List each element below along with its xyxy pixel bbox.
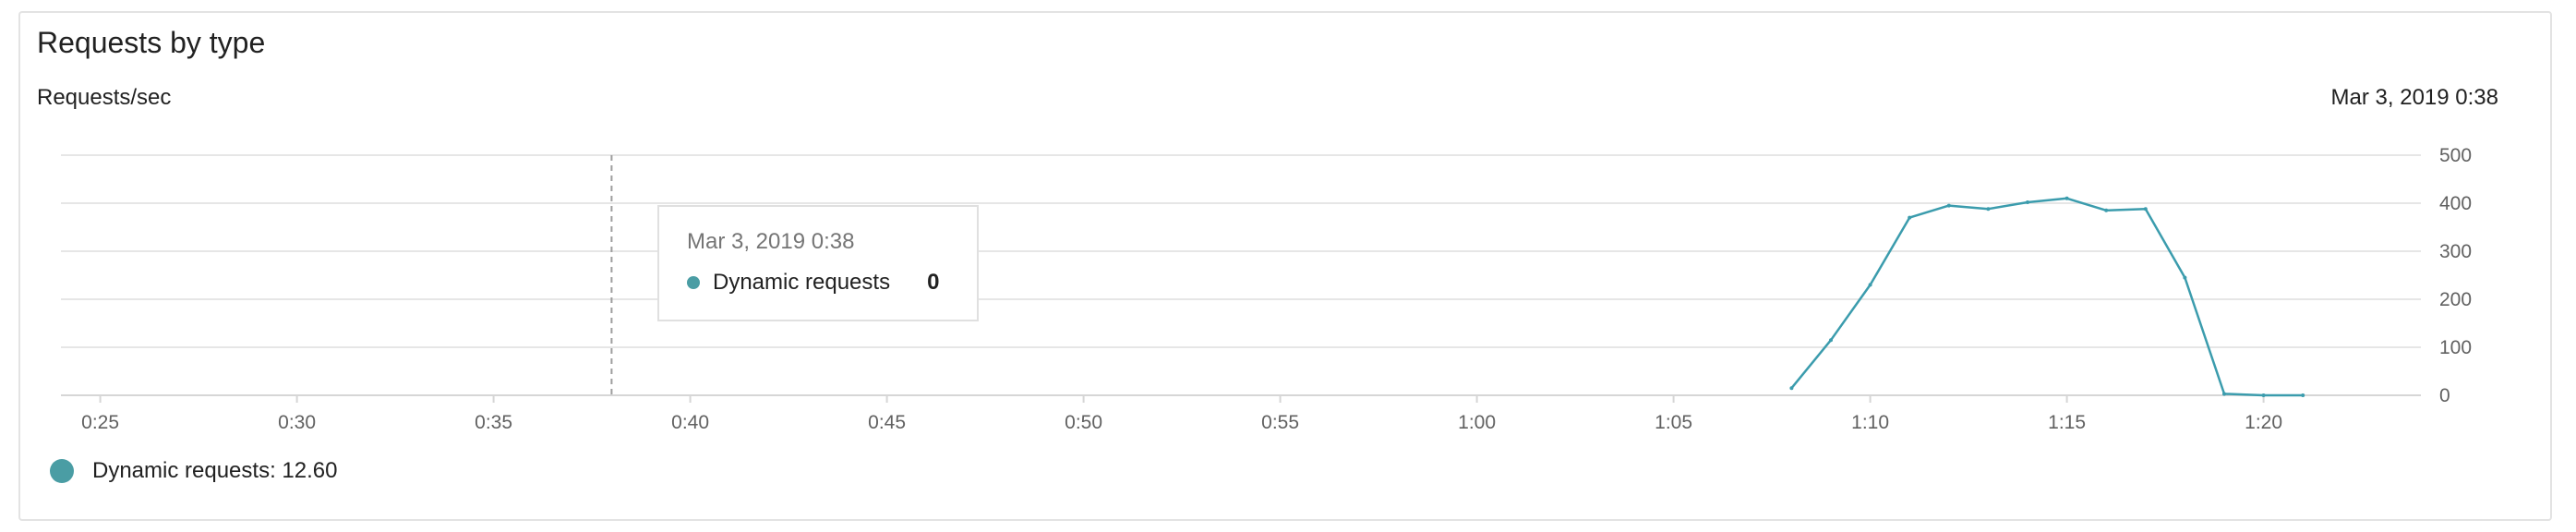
x-tick-label: 0:30: [278, 412, 316, 433]
data-point: [2183, 275, 2187, 280]
hover-tooltip: Mar 3, 2019 0:38 Dynamic requests 0: [657, 205, 979, 321]
data-point: [1908, 215, 1912, 220]
data-point: [2261, 393, 2266, 397]
data-point: [2301, 393, 2305, 397]
data-point: [1829, 338, 1833, 343]
x-tick-label: 1:20: [2245, 412, 2282, 433]
x-tick-label: 1:15: [2048, 412, 2086, 433]
x-tick-label: 0:50: [1065, 412, 1102, 433]
tooltip-time: Mar 3, 2019 0:38: [687, 229, 855, 254]
y-tick-label: 200: [2439, 289, 2472, 310]
x-tick-label: 0:40: [671, 412, 709, 433]
y-axis-title: Requests/sec: [37, 85, 172, 110]
header-timestamp: Mar 3, 2019 0:38: [2330, 85, 2498, 110]
grid-lines: [61, 154, 2421, 396]
data-point: [2222, 392, 2226, 396]
x-tick-label: 0:55: [1261, 412, 1299, 433]
y-axis-ticks: 500 400 300 200 100 0: [2439, 145, 2472, 406]
x-tick-label: 1:05: [1655, 412, 1692, 433]
y-tick-label: 500: [2439, 145, 2472, 166]
data-point: [1868, 283, 1872, 287]
series-line-dynamic-requests[interactable]: [1790, 197, 2304, 397]
data-point: [1986, 207, 1991, 212]
y-tick-label: 300: [2439, 241, 2472, 262]
data-point: [1789, 386, 1794, 391]
tooltip-row: Dynamic requests 0: [687, 270, 939, 296]
data-point: [2104, 208, 2109, 212]
tooltip-series-dot: [687, 276, 700, 289]
legend-series-dot: [50, 459, 74, 483]
series-group: [1789, 196, 2305, 397]
y-tick-label: 0: [2439, 385, 2450, 406]
y-tick-label: 400: [2439, 193, 2472, 214]
x-tick-label: 0:25: [81, 412, 119, 433]
x-tick-label: 1:10: [1851, 412, 1889, 433]
data-point: [2064, 196, 2069, 200]
data-point: [2026, 200, 2029, 204]
x-axis-ticks: 0:25 0:30 0:35 0:40 0:45 0:50 0:55 1:00 1:05 1:10…: [81, 395, 2282, 433]
chart-title: Requests by type: [37, 26, 266, 59]
legend[interactable]: Dynamic requests: 12.60: [50, 458, 337, 484]
tooltip-value: 0: [927, 270, 940, 295]
data-point: [1946, 203, 1951, 208]
data-point: [2143, 207, 2148, 212]
tooltip-series-label: Dynamic requests: [713, 270, 891, 295]
chart-card: [18, 11, 2552, 521]
x-tick-label: 1:00: [1458, 412, 1496, 433]
legend-label: Dynamic requests: 12.60: [92, 458, 338, 483]
x-tick-label: 0:45: [868, 412, 906, 433]
x-tick-label: 0:35: [475, 412, 512, 433]
y-tick-label: 100: [2439, 337, 2472, 358]
